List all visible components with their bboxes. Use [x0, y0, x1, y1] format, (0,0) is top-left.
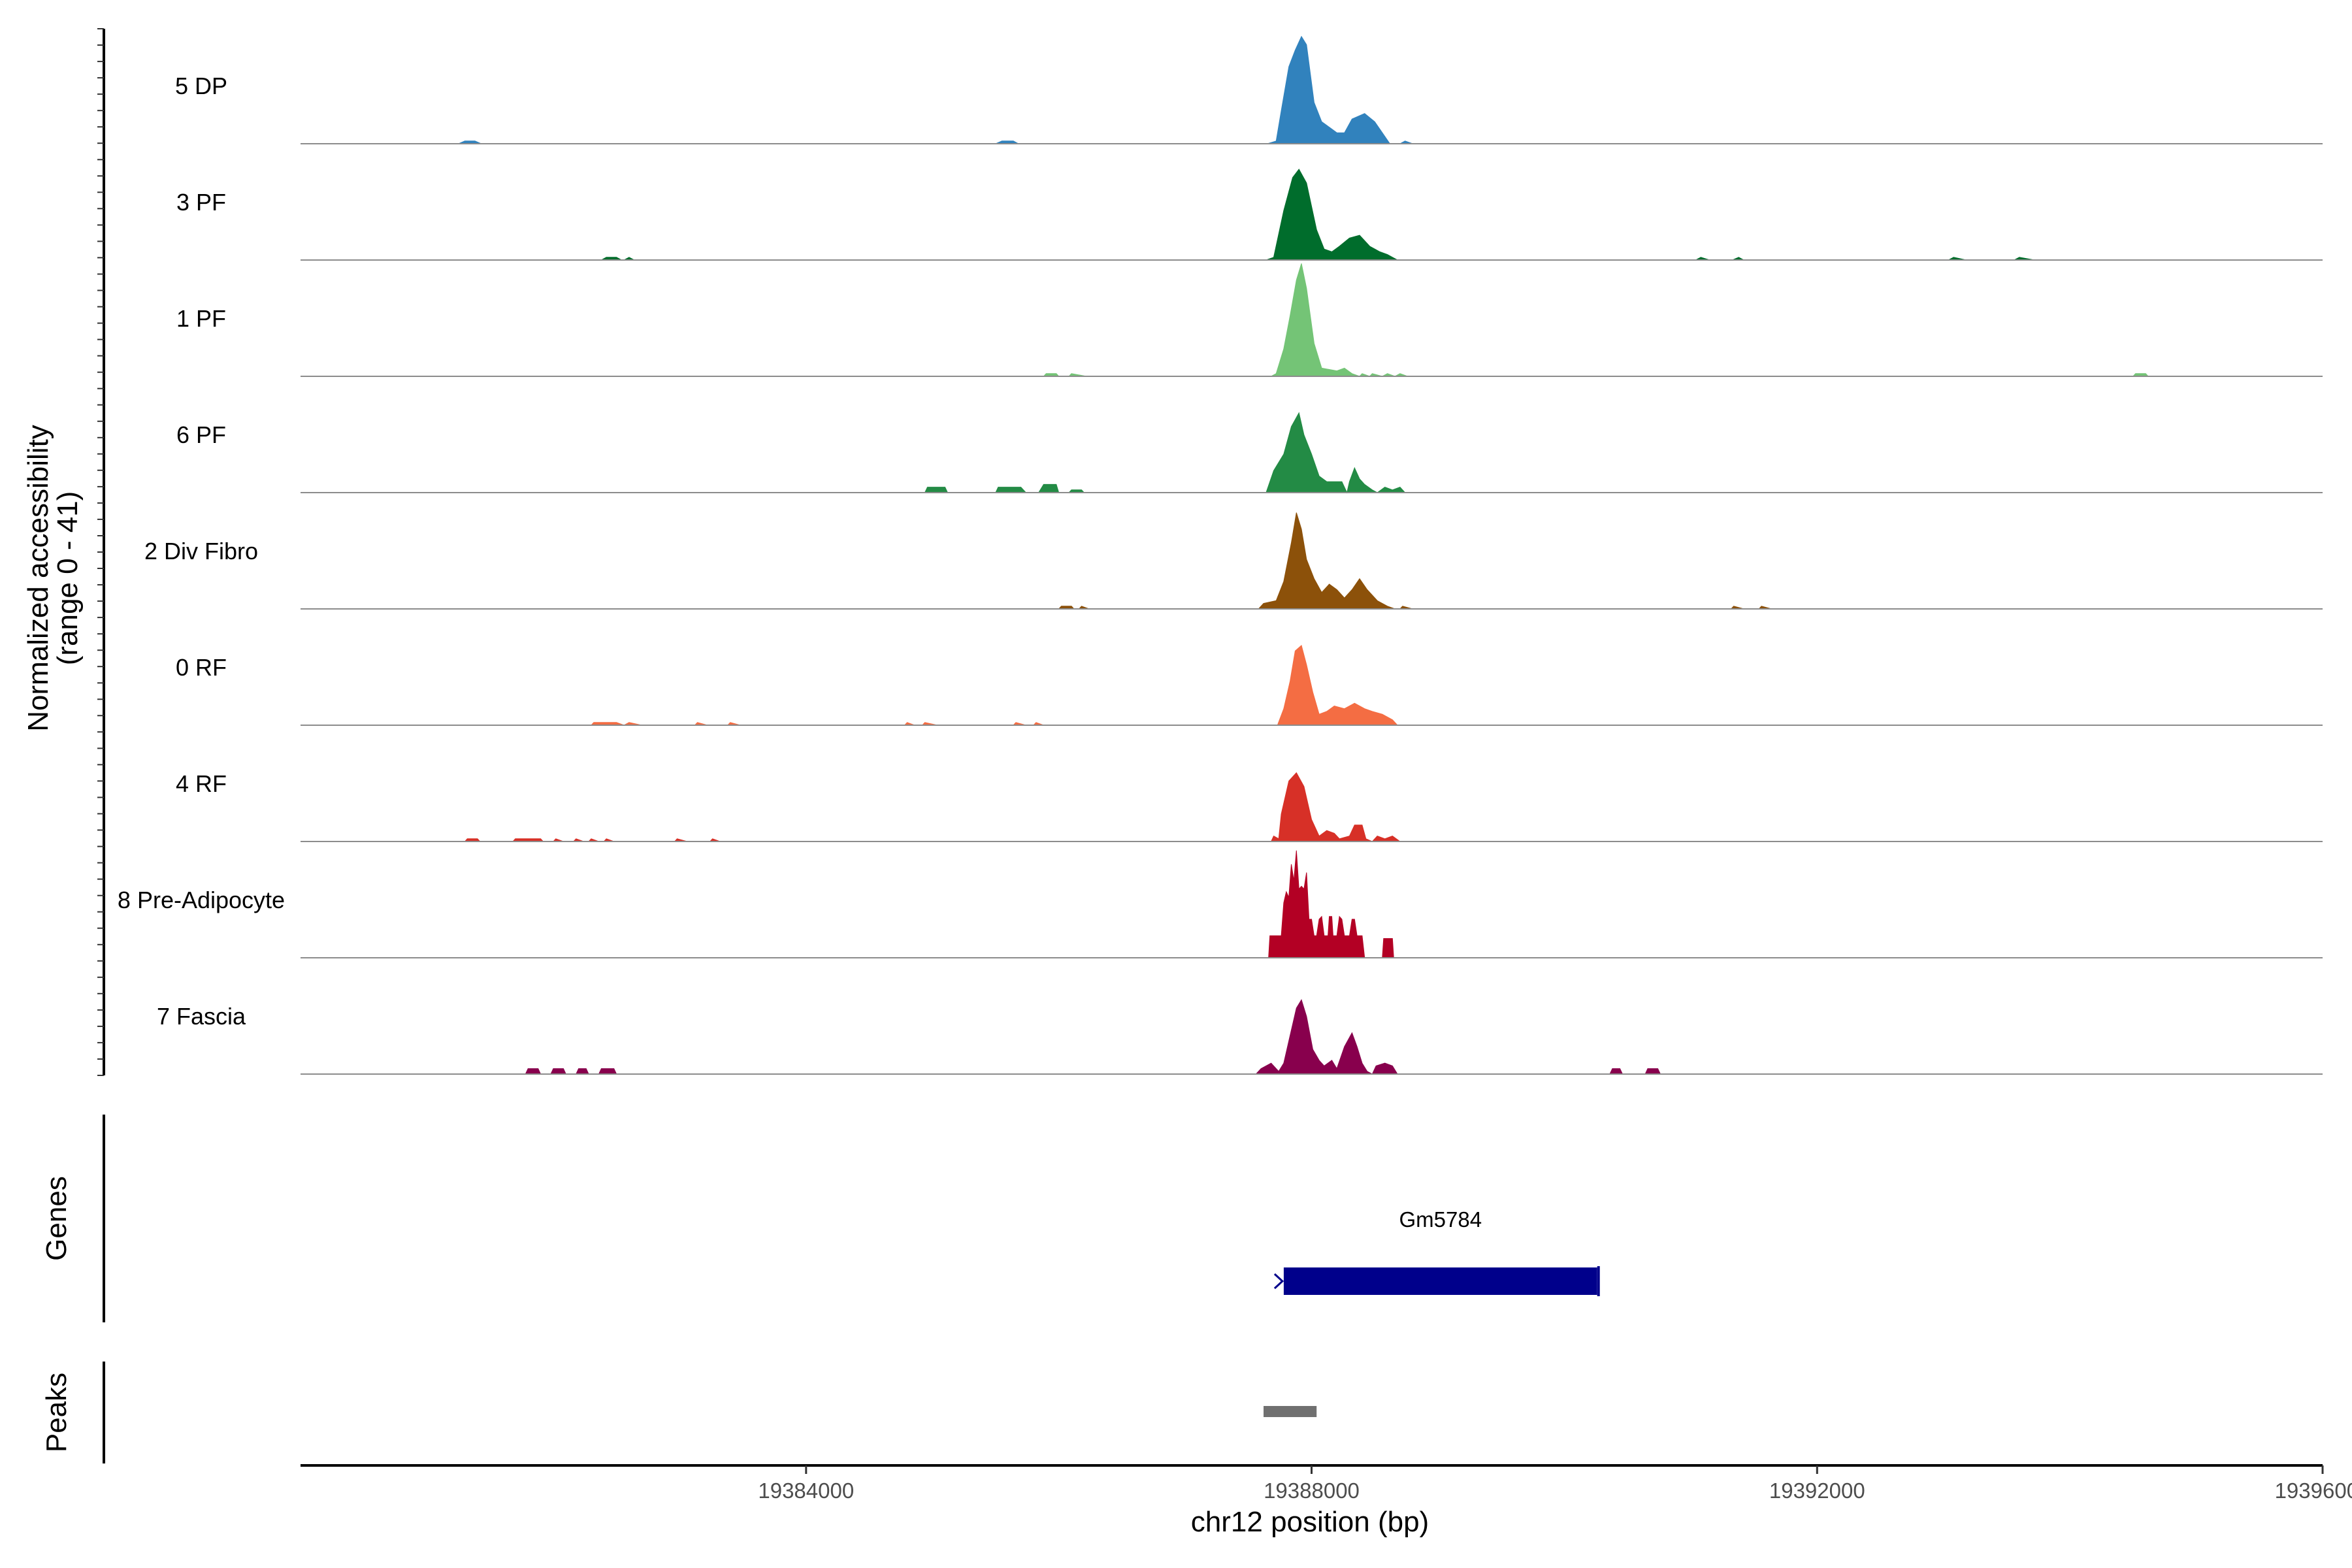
- y-axis-range: (range 0 - 41): [52, 491, 84, 666]
- x-tick-label: 19396000: [2275, 1478, 2352, 1503]
- genes-track: Genes Gm5784: [41, 1115, 1600, 1322]
- y-axis: [97, 28, 105, 1076]
- x-tick-label: 19392000: [1769, 1478, 1865, 1503]
- track-label: 7 Fascia: [157, 1003, 246, 1030]
- track-label: 6 PF: [176, 421, 226, 448]
- x-axis-title: chr12 position (bp): [1191, 1506, 1429, 1538]
- track-label: 8 Pre-Adipocyte: [118, 887, 285, 913]
- coverage-area: [924, 412, 1406, 494]
- track-label: 0 RF: [176, 654, 227, 681]
- x-tick-label: 19384000: [758, 1478, 854, 1503]
- x-axis: 19384000 19388000 19392000 19396000: [301, 1464, 2352, 1503]
- coverage-area: [601, 169, 2035, 261]
- track-4: 2 Div Fibro: [144, 512, 2323, 610]
- coverage-area: [590, 644, 1399, 726]
- track-0: 5 DP: [175, 35, 2323, 144]
- track-label: 5 DP: [175, 73, 227, 99]
- track-3: 6 PF: [176, 412, 2323, 494]
- gene-label: Gm5784: [1399, 1207, 1482, 1232]
- coverage-area: [1043, 263, 2149, 377]
- coverage-tracks: 5 DP 3 PF 1 PF 6 PF 2 Div Fibro 0 RF 4 RF 8 Pre…: [118, 35, 2323, 1075]
- gene-body: [1283, 1267, 1597, 1295]
- track-label: 2 Div Fibro: [144, 538, 258, 564]
- peaks-track: Peaks: [41, 1362, 1317, 1463]
- track-8: 7 Fascia: [157, 999, 2323, 1075]
- track-2: 1 PF: [176, 263, 2323, 377]
- coverage-area: [464, 772, 1401, 842]
- track-label: 3 PF: [176, 189, 226, 216]
- x-tick-label: 19388000: [1264, 1478, 1360, 1503]
- coverage-area: [525, 999, 1661, 1075]
- track-label: 1 PF: [176, 305, 226, 332]
- track-5: 0 RF: [176, 644, 2323, 726]
- genes-track-label: Genes: [41, 1176, 73, 1261]
- strand-arrow-icon: [1273, 1273, 1284, 1290]
- track-label: 4 RF: [176, 770, 227, 797]
- y-axis-title: Normalized accessibility: [22, 425, 54, 731]
- track-1: 3 PF: [176, 169, 2323, 261]
- coverage-area: [1058, 512, 1772, 610]
- track-7: 8 Pre-Adipocyte: [118, 850, 2323, 958]
- coverage-area: [1268, 850, 1394, 958]
- track-6: 4 RF: [176, 770, 2323, 842]
- peaks-track-label: Peaks: [41, 1373, 73, 1452]
- coverage-area: [458, 35, 1413, 144]
- peak-bar: [1264, 1406, 1317, 1417]
